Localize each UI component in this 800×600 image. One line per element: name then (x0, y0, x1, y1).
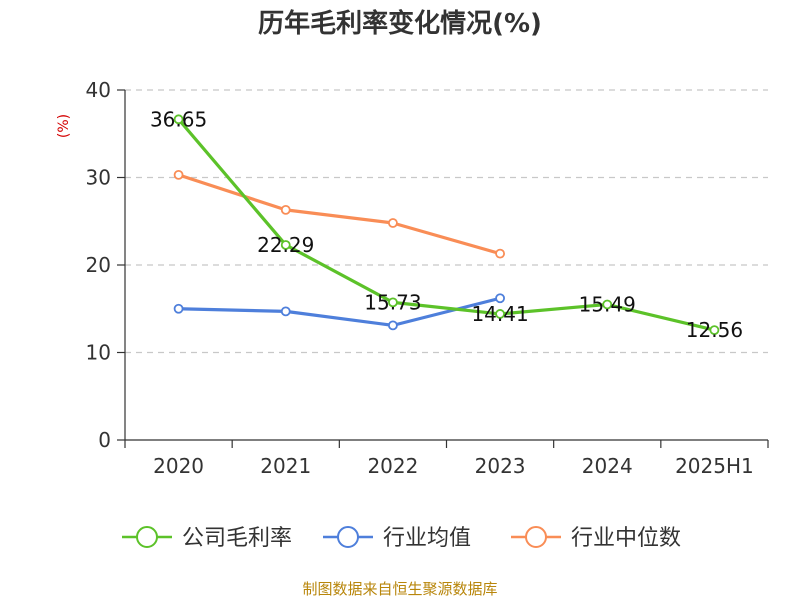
data-point (388, 297, 398, 308)
data-point (388, 218, 398, 228)
x-tick-label: 2021 (260, 454, 311, 478)
legend[interactable]: 公司毛利率 行业均值 行业中位数 (122, 526, 681, 551)
data-point (173, 169, 184, 180)
data-label: 15.49 (579, 292, 636, 316)
legend-marker (337, 526, 359, 548)
legend-item[interactable]: 公司毛利率 (122, 526, 292, 551)
y-tick-label: 40 (86, 78, 111, 102)
x-tick-label: 2022 (367, 454, 418, 478)
data-point (495, 293, 505, 304)
data-label: 22.29 (257, 233, 314, 257)
data-point (280, 240, 291, 250)
legend-marker (136, 526, 158, 548)
source-note: 制图数据来自恒生聚源数据库 (302, 580, 497, 598)
legend-item[interactable]: 行业中位数 (511, 526, 681, 551)
y-tick-label: 0 (98, 428, 111, 452)
data-labels: 36.65 22.29 15.73 14.41 15.49 12.56 (150, 107, 743, 342)
legend-marker (525, 526, 547, 548)
y-tick-label: 20 (86, 253, 111, 277)
legend-label: 行业均值 (383, 526, 471, 551)
chart-title: 历年毛利率变化情况(%) (258, 8, 542, 39)
data-point (709, 325, 720, 336)
legend-item[interactable]: 行业均值 (323, 526, 471, 551)
axes: 0 10 20 30 40 2020 2021 2022 2023 2024 2025H1 (86, 78, 769, 478)
data-label: 14.41 (471, 302, 528, 326)
data-point (173, 303, 184, 314)
data-point (280, 306, 291, 317)
x-tick-label: 2025H1 (675, 454, 754, 478)
data-point (602, 299, 613, 310)
series-lines (173, 114, 720, 336)
data-point (495, 248, 505, 259)
y-tick-label: 10 (86, 341, 111, 365)
data-point (495, 309, 505, 319)
y-axis-unit: (%) (56, 114, 72, 138)
data-point (280, 204, 291, 215)
series-line (177, 118, 715, 332)
data-point (173, 114, 184, 125)
data-label: 36.65 (150, 107, 207, 131)
series-line (178, 296, 501, 327)
data-point (388, 320, 398, 331)
data-label: 12.56 (686, 318, 743, 342)
x-tick-label: 2020 (153, 454, 204, 478)
y-tick-label: 30 (86, 166, 111, 190)
legend-label: 行业中位数 (571, 526, 681, 551)
legend-label: 公司毛利率 (182, 526, 292, 551)
grid-lines (125, 89, 768, 354)
data-label: 15.73 (364, 290, 421, 314)
x-tick-label: 2024 (582, 454, 633, 478)
x-tick-label: 2023 (475, 454, 526, 478)
series-line (178, 173, 501, 256)
